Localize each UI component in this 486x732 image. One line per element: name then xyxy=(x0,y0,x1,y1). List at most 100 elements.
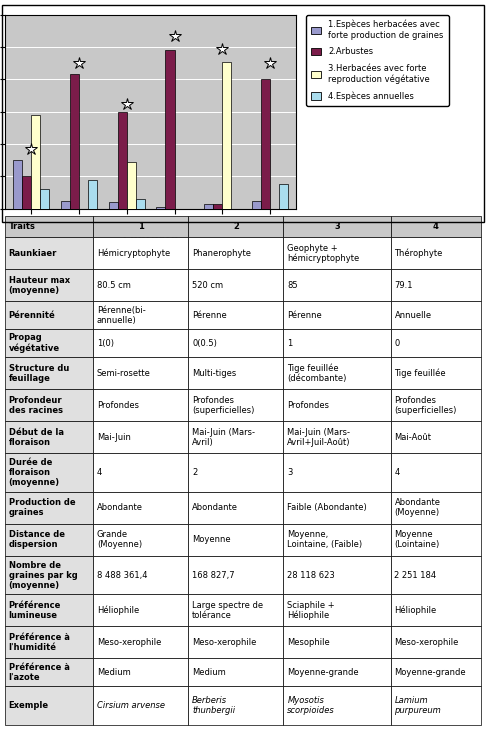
Text: Cirsium arvense: Cirsium arvense xyxy=(97,701,165,710)
Text: Berberis
thunbergii: Berberis thunbergii xyxy=(192,696,235,715)
Text: Sciaphile +
Héliophile: Sciaphile + Héliophile xyxy=(287,600,335,620)
Bar xyxy=(5,524,93,556)
Text: Exemple: Exemple xyxy=(9,701,49,710)
Text: Abondante
(Moyenne): Abondante (Moyenne) xyxy=(395,498,440,518)
Bar xyxy=(93,269,188,302)
Bar xyxy=(93,594,188,627)
Text: Distance de
dispersion: Distance de dispersion xyxy=(9,530,65,549)
Text: 4: 4 xyxy=(395,468,399,477)
Text: Meso-xerophile: Meso-xerophile xyxy=(395,638,459,647)
Text: Meso-xerophile: Meso-xerophile xyxy=(97,638,161,647)
Text: Multi-tiges: Multi-tiges xyxy=(192,368,236,378)
Bar xyxy=(22,176,31,209)
Bar xyxy=(283,302,391,329)
Text: Tige feuillée
(décombante): Tige feuillée (décombante) xyxy=(287,363,347,383)
Text: Début de la
floraison: Début de la floraison xyxy=(9,427,64,447)
Bar xyxy=(188,421,283,453)
Bar xyxy=(40,189,49,209)
Bar xyxy=(391,302,481,329)
Bar xyxy=(188,237,283,269)
Text: Structure du
feuillage: Structure du feuillage xyxy=(9,364,69,383)
Bar xyxy=(93,686,188,725)
Bar xyxy=(391,453,481,492)
Text: Mai-Juin (Mars-
Avril+Juil-Août): Mai-Juin (Mars- Avril+Juil-Août) xyxy=(287,427,351,447)
Text: 8 488 361,4: 8 488 361,4 xyxy=(97,570,147,580)
Bar xyxy=(136,199,145,209)
Text: 2: 2 xyxy=(233,222,239,231)
Bar xyxy=(93,389,188,421)
Text: 80.5 cm: 80.5 cm xyxy=(97,281,131,290)
Text: 2 251 184: 2 251 184 xyxy=(395,570,436,580)
Text: Profondeur
des racines: Profondeur des racines xyxy=(9,395,63,414)
Bar xyxy=(391,357,481,389)
Text: Meso-xerophile: Meso-xerophile xyxy=(192,638,257,647)
Bar xyxy=(391,658,481,686)
Bar xyxy=(5,627,93,658)
Bar xyxy=(93,237,188,269)
Text: Thérophyte: Thérophyte xyxy=(395,249,443,258)
Bar xyxy=(391,329,481,357)
Bar xyxy=(93,556,188,594)
Bar xyxy=(5,492,93,524)
Bar xyxy=(283,269,391,302)
Text: Geophyte +
hémicryptophyte: Geophyte + hémicryptophyte xyxy=(287,244,360,264)
Bar xyxy=(279,184,288,209)
Text: 0(0.5): 0(0.5) xyxy=(192,339,217,348)
Bar xyxy=(283,389,391,421)
Bar xyxy=(283,357,391,389)
Bar xyxy=(93,658,188,686)
Bar xyxy=(188,357,283,389)
Bar xyxy=(188,302,283,329)
Bar xyxy=(88,179,97,209)
Bar xyxy=(391,421,481,453)
Bar xyxy=(188,216,283,237)
Text: Profondes: Profondes xyxy=(97,400,139,410)
Bar xyxy=(93,329,188,357)
Text: Pérenne: Pérenne xyxy=(287,311,322,320)
Text: Nombre de
graines par kg
(moyenne): Nombre de graines par kg (moyenne) xyxy=(9,561,77,589)
Bar xyxy=(5,658,93,686)
Text: Traits: Traits xyxy=(9,222,35,231)
Bar xyxy=(5,302,93,329)
Bar xyxy=(283,492,391,524)
Bar xyxy=(93,302,188,329)
Text: 28 118 623: 28 118 623 xyxy=(287,570,335,580)
Bar xyxy=(93,357,188,389)
Bar xyxy=(5,216,93,237)
Text: Préférence à
l'azote: Préférence à l'azote xyxy=(9,662,69,681)
Text: Large spectre de
tolérance: Large spectre de tolérance xyxy=(192,601,263,620)
Bar xyxy=(223,61,231,209)
Bar xyxy=(283,627,391,658)
Bar xyxy=(5,686,93,725)
Text: 1: 1 xyxy=(138,222,143,231)
Bar xyxy=(252,201,261,209)
Text: 3: 3 xyxy=(287,468,293,477)
Bar xyxy=(156,207,165,209)
Text: Pérennité: Pérennité xyxy=(9,311,55,320)
Bar xyxy=(127,162,136,209)
Text: Préférence
lumineuse: Préférence lumineuse xyxy=(9,601,61,620)
Bar xyxy=(391,269,481,302)
Bar xyxy=(283,686,391,725)
Bar xyxy=(188,686,283,725)
Text: Profondes: Profondes xyxy=(287,400,330,410)
Bar xyxy=(188,658,283,686)
Text: Durée de
floraison
(moyenne): Durée de floraison (moyenne) xyxy=(9,458,60,487)
Legend: 1.Espèces herbacées avec
forte production de graines, 2.Arbustes, 3.Herbacées av: 1.Espèces herbacées avec forte productio… xyxy=(307,15,449,106)
Bar xyxy=(213,203,223,209)
Text: Mai-Juin: Mai-Juin xyxy=(97,433,131,441)
Text: Héliophile: Héliophile xyxy=(395,605,437,615)
Text: 1: 1 xyxy=(287,339,293,348)
Text: Propag
végétative: Propag végétative xyxy=(9,333,60,353)
Bar xyxy=(391,492,481,524)
Text: Moyenne-grande: Moyenne-grande xyxy=(395,668,466,677)
Text: Lamium
purpureum: Lamium purpureum xyxy=(395,696,441,715)
Bar xyxy=(261,79,270,209)
Bar xyxy=(283,329,391,357)
Bar xyxy=(188,389,283,421)
Bar xyxy=(93,524,188,556)
Bar xyxy=(5,389,93,421)
Text: Myosotis
scorpioides: Myosotis scorpioides xyxy=(287,696,335,715)
Text: 168 827,7: 168 827,7 xyxy=(192,570,235,580)
Bar xyxy=(93,453,188,492)
